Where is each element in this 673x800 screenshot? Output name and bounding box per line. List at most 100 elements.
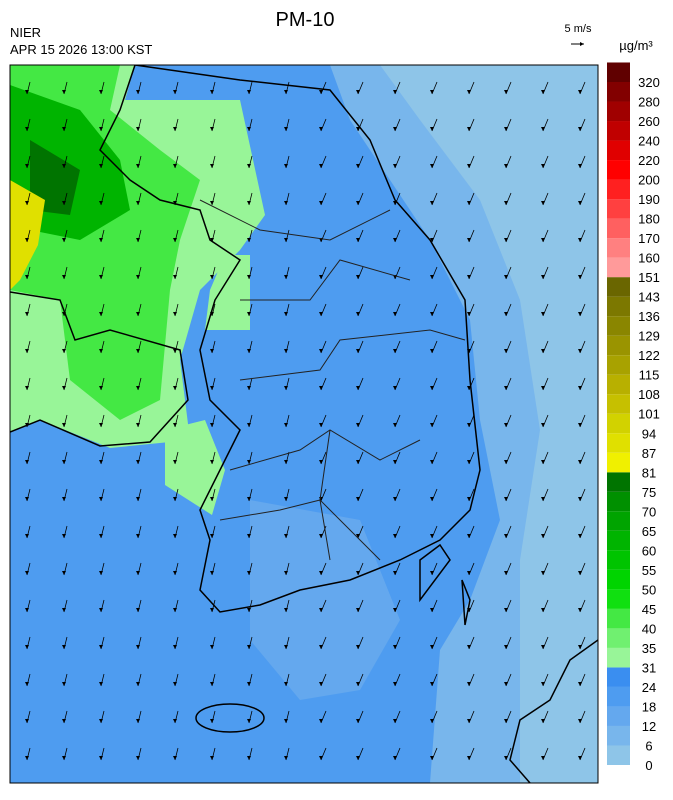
wind-head xyxy=(393,682,397,686)
wind-head xyxy=(578,127,582,131)
wind-arrow xyxy=(319,414,327,428)
colorbar-tick-label: 75 xyxy=(642,485,656,500)
wind-arrow xyxy=(393,562,401,576)
wind-arrow xyxy=(173,266,179,280)
wind-head xyxy=(430,460,434,464)
colorbar-segment xyxy=(607,238,630,258)
wind-arrow xyxy=(356,81,364,95)
wind-head xyxy=(319,349,323,353)
wind-arrow xyxy=(504,192,512,206)
colorbar-tick-label: 180 xyxy=(638,212,660,227)
wind-arrow xyxy=(504,673,512,687)
colorbar-unit: µg/m³ xyxy=(619,38,653,53)
wind-head xyxy=(210,608,214,612)
colorbar-segment xyxy=(607,706,630,726)
wind-head xyxy=(467,756,471,760)
wind-head xyxy=(210,386,214,390)
wind-head xyxy=(62,90,66,94)
wind-head xyxy=(210,645,214,649)
wind-head xyxy=(247,90,251,94)
wind-head xyxy=(430,238,434,242)
wind-head xyxy=(247,164,251,168)
wind-arrow xyxy=(173,118,179,132)
wind-head xyxy=(319,127,323,131)
wind-arrow xyxy=(25,599,31,613)
wind-arrow xyxy=(430,377,438,391)
wind-head xyxy=(284,275,288,279)
wind-arrow xyxy=(430,636,438,650)
wind-head xyxy=(578,534,582,538)
wind-arrow xyxy=(393,340,401,354)
wind-arrow xyxy=(541,747,549,761)
wind-arrow xyxy=(356,488,364,502)
colorbar-tick-label: 12 xyxy=(642,719,656,734)
wind-head xyxy=(284,312,288,316)
wind-arrow xyxy=(247,192,253,206)
wind-head xyxy=(504,423,508,427)
wind-arrow xyxy=(284,192,290,206)
wind-arrow xyxy=(99,414,105,428)
wind-head xyxy=(99,386,103,390)
wind-head xyxy=(25,201,29,205)
wind-head xyxy=(210,719,214,723)
wind-head xyxy=(247,497,251,501)
wind-head xyxy=(247,608,251,612)
wind-head xyxy=(430,608,434,612)
wind-head xyxy=(136,682,140,686)
wind-head xyxy=(284,349,288,353)
wind-head xyxy=(136,238,140,242)
wind-head xyxy=(25,497,29,501)
colorbar-tick-label: 60 xyxy=(642,543,656,558)
colorbar-tick-label: 50 xyxy=(642,582,656,597)
wind-head xyxy=(99,312,103,316)
wind-head xyxy=(430,90,434,94)
colorbar: 0 6 12 18 24 31 35 40 45 50 55 60 65 70 75 81 87 94 101 108… xyxy=(607,62,660,773)
wind-head xyxy=(467,201,471,205)
wind-arrow xyxy=(210,673,216,687)
wind-arrow xyxy=(62,414,68,428)
wind-arrow xyxy=(284,229,290,243)
colorbar-segment xyxy=(607,257,630,278)
wind-arrow xyxy=(247,303,253,317)
wind-arrow xyxy=(504,562,512,576)
colorbar-segment xyxy=(607,686,630,707)
wind-head xyxy=(136,645,140,649)
wind-head xyxy=(210,90,214,94)
wind-head xyxy=(99,238,103,242)
wind-head xyxy=(393,312,397,316)
wind-head xyxy=(504,164,508,168)
wind-arrow xyxy=(62,81,68,95)
wind-head xyxy=(467,164,471,168)
wind-head xyxy=(467,682,471,686)
wind-arrow xyxy=(247,266,253,280)
wind-head xyxy=(136,127,140,131)
wind-head xyxy=(430,349,434,353)
wind-head xyxy=(210,127,214,131)
wind-arrow xyxy=(393,303,401,317)
wind-head xyxy=(467,312,471,316)
wind-arrow xyxy=(284,562,290,576)
wind-arrow xyxy=(136,414,142,428)
colorbar-segment xyxy=(607,511,630,531)
wind-arrow xyxy=(99,377,105,391)
wind-head xyxy=(393,608,397,612)
colorbar-segment xyxy=(607,745,630,765)
wind-head xyxy=(319,460,323,464)
wind-head xyxy=(247,571,251,575)
colorbar-segment xyxy=(607,140,630,161)
wind-head xyxy=(173,423,177,427)
wind-arrow xyxy=(25,377,31,391)
wind-arrow xyxy=(578,155,586,169)
wind-head xyxy=(247,534,251,538)
wind-arrow xyxy=(247,673,253,687)
wind-head xyxy=(578,238,582,242)
wind-head xyxy=(25,756,29,760)
wind-arrow xyxy=(541,266,549,280)
wind-arrow xyxy=(356,710,364,724)
wind-head xyxy=(541,312,545,316)
wind-arrow xyxy=(284,599,290,613)
wind-head xyxy=(393,571,397,575)
wind-arrow xyxy=(467,192,475,206)
wind-head xyxy=(356,497,360,501)
wind-head xyxy=(467,386,471,390)
